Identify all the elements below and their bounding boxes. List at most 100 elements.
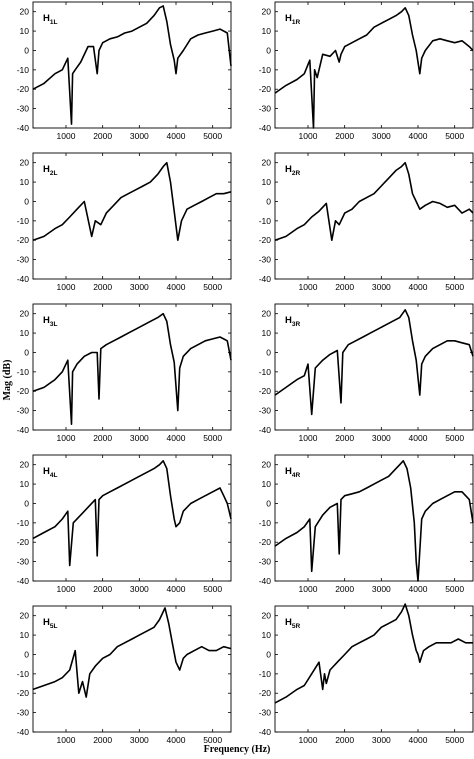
y-tick-label: -20 xyxy=(17,235,30,245)
x-tick-label: 5000 xyxy=(445,584,464,594)
y-tick-label: -10 xyxy=(259,216,272,226)
panel-3l: -40 -30 -20 -10 0 10 20 1000 2000 3000 4000 5000 H3L xyxy=(17,303,232,443)
y-tick-label: -20 xyxy=(259,386,272,396)
y-tick-label: 10 xyxy=(262,328,272,338)
series-line-2l xyxy=(32,161,232,241)
y-tick-label: 0 xyxy=(266,347,271,357)
y-tick-label: 20 xyxy=(20,158,30,168)
x-tick-label: 1000 xyxy=(57,433,76,443)
y-tick-label: -30 xyxy=(259,557,272,567)
y-tick-label: 10 xyxy=(262,177,272,187)
y-tick-label: -30 xyxy=(259,708,272,718)
y-tick-label: -30 xyxy=(259,255,272,265)
y-tick-label: 0 xyxy=(24,45,29,55)
y-tick-label: 0 xyxy=(266,498,271,508)
y-tick-label: 10 xyxy=(262,479,272,489)
x-tick-label: 1000 xyxy=(299,433,318,443)
x-tick-label: 5000 xyxy=(445,433,464,443)
panel-label: H3R xyxy=(285,315,300,328)
panel-label: H2R xyxy=(285,164,300,177)
x-tick-label: 1000 xyxy=(299,584,318,594)
series-line-3l xyxy=(32,312,232,426)
y-tick-label: -30 xyxy=(17,708,30,718)
y-tick-label: 20 xyxy=(262,158,272,168)
x-tick-label: 2000 xyxy=(335,282,354,292)
y-tick-label: 20 xyxy=(20,309,30,319)
y-tick-label: -40 xyxy=(259,576,272,586)
plot-frame xyxy=(32,605,232,733)
y-tick-label: -10 xyxy=(17,367,30,377)
y-tick-label: 20 xyxy=(20,611,30,621)
series-line-5r xyxy=(274,603,473,704)
x-tick-label: 1000 xyxy=(57,735,76,745)
y-tick-label: 0 xyxy=(266,649,271,659)
panel-3r: -40 -30 -20 -10 0 10 20 1000 2000 3000 4000 5000 H3R xyxy=(259,303,474,443)
plot-frame xyxy=(274,605,474,733)
y-tick-label: 20 xyxy=(262,309,272,319)
y-tick-label: -10 xyxy=(17,669,30,679)
x-tick-label: 4000 xyxy=(409,735,428,745)
x-tick-label: 4000 xyxy=(409,584,428,594)
series-line-4r xyxy=(274,459,474,582)
y-tick-label: -40 xyxy=(17,123,30,133)
x-tick-label: 1000 xyxy=(299,282,318,292)
panel-2l: -40 -30 -20 -10 0 10 20 1000 2000 3000 4000 5000 H2L xyxy=(17,152,232,292)
x-tick-label: 5000 xyxy=(445,735,464,745)
panel-5r: -40 -30 -20 -10 0 10 20 1000 2000 3000 4000 5000 H5R xyxy=(259,603,474,745)
y-tick-label: -20 xyxy=(259,235,272,245)
x-tick-label: 5000 xyxy=(445,131,464,141)
y-tick-label: -20 xyxy=(17,84,30,94)
series-line-3r xyxy=(274,308,474,416)
plot-frame xyxy=(274,454,474,582)
x-tick-label: 3000 xyxy=(372,584,391,594)
x-tick-label: 3000 xyxy=(372,433,391,443)
x-tick-label: 4000 xyxy=(167,735,186,745)
y-tick-label: -40 xyxy=(17,425,30,435)
x-tick-label: 4000 xyxy=(409,282,428,292)
y-tick-label: -40 xyxy=(259,123,272,133)
x-tick-label: 4000 xyxy=(167,584,186,594)
x-tick-label: 2000 xyxy=(335,584,354,594)
y-tick-label: 10 xyxy=(20,328,30,338)
y-tick-label: 0 xyxy=(24,196,29,206)
y-tick-label: -10 xyxy=(17,518,30,528)
y-tick-label: -40 xyxy=(259,425,272,435)
panel-1l: -40 -30 -20 -10 0 10 20 1000 2000 3000 4000 5000 H1L xyxy=(17,1,232,141)
x-axis-label: Frequency (Hz) xyxy=(204,744,271,755)
y-tick-label: -10 xyxy=(259,367,272,377)
y-tick-label: 20 xyxy=(20,460,30,470)
panel-label: H2L xyxy=(43,164,57,177)
x-tick-label: 5000 xyxy=(203,433,222,443)
y-tick-label: 20 xyxy=(262,611,272,621)
y-tick-label: -30 xyxy=(17,104,30,114)
y-tick-label: -40 xyxy=(259,727,272,737)
y-tick-label: 0 xyxy=(24,347,29,357)
plot-frame xyxy=(32,1,232,129)
x-tick-label: 5000 xyxy=(203,735,222,745)
x-tick-label: 1000 xyxy=(57,131,76,141)
y-tick-label: -20 xyxy=(17,537,30,547)
y-tick-label: -10 xyxy=(259,669,272,679)
series-line-2r xyxy=(274,161,474,241)
y-tick-label: 10 xyxy=(20,479,30,489)
x-tick-label: 3000 xyxy=(372,735,391,745)
y-tick-label: 10 xyxy=(262,630,272,640)
plot-frame xyxy=(274,1,474,129)
x-tick-label: 5000 xyxy=(203,282,222,292)
y-tick-label: -20 xyxy=(17,386,30,396)
y-tick-label: -20 xyxy=(259,688,272,698)
x-tick-label: 4000 xyxy=(167,433,186,443)
y-tick-label: -30 xyxy=(17,255,30,265)
plot-frame xyxy=(32,152,232,280)
series-line-1l xyxy=(32,5,232,125)
y-tick-label: 10 xyxy=(20,26,30,36)
series-line-1r xyxy=(274,7,474,129)
panel-4l: -40 -30 -20 -10 0 10 20 1000 2000 3000 4000 5000 H4L xyxy=(17,454,232,594)
x-tick-label: 4000 xyxy=(167,131,186,141)
y-tick-label: -40 xyxy=(17,727,30,737)
y-tick-label: -10 xyxy=(17,216,30,226)
y-tick-label: 10 xyxy=(20,630,30,640)
x-tick-label: 2000 xyxy=(93,584,112,594)
